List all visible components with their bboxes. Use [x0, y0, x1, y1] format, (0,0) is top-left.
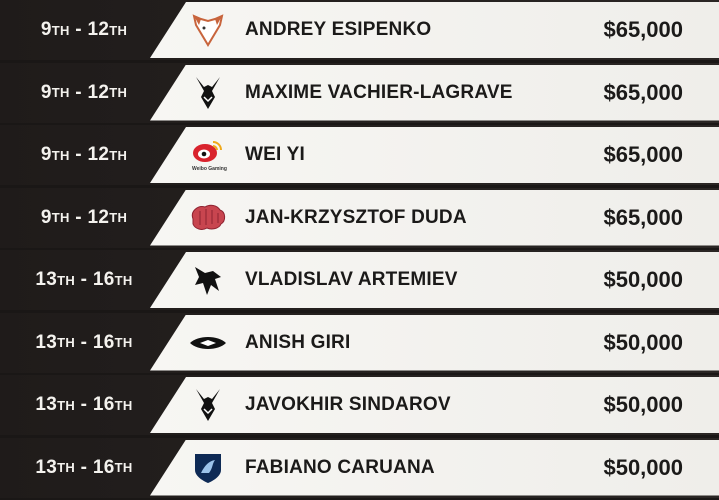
prize-amount: $65,000 — [603, 142, 683, 167]
player-name: MAXIME VACHIER-LAGRAVE — [245, 81, 513, 103]
placement-range: 9 TH - 12 TH — [0, 188, 168, 248]
place-end-suffix: TH — [114, 460, 133, 475]
placement-range: 13 TH - 16 TH — [0, 250, 168, 310]
player-card — [150, 377, 719, 433]
standing-row: 9 TH - 12 TH Weibo Gaming WEI YI $65,000 — [0, 125, 719, 185]
place-separator: - — [75, 394, 93, 415]
place-start-suffix: TH — [57, 335, 76, 350]
place-separator: - — [69, 206, 88, 228]
place-start: 13 — [35, 331, 58, 353]
player-name: ANISH GIRI — [245, 331, 351, 353]
place-end-suffix: TH — [114, 272, 133, 288]
place-start-suffix: TH — [51, 147, 70, 163]
place-end: 16 — [92, 269, 115, 290]
player-card — [150, 127, 719, 183]
place-start: 13 — [35, 394, 58, 415]
standing-row: 13 TH - 16 TH VLADISLAV ARTEMIEV $50,000 — [0, 250, 719, 310]
virtus-pro-bear-icon — [188, 12, 228, 48]
team-liquid-horse-icon — [188, 450, 228, 486]
standing-row: 9 TH - 12 TH JAN-KRZYSZTOF DUDA $65,000 — [0, 187, 719, 248]
standing-row: 13 TH - 16 TH JAVOKHIR SINDAROV $50,000 — [0, 375, 719, 435]
place-start: 9 — [40, 144, 52, 165]
place-start-suffix: TH — [51, 22, 70, 38]
weibo-gaming-icon: Weibo Gaming — [188, 137, 228, 173]
place-start-suffix: TH — [57, 272, 76, 288]
place-start-suffix: TH — [57, 397, 76, 413]
placement-range: 13 TH - 16 TH — [0, 313, 168, 373]
prize-amount: $50,000 — [603, 392, 683, 417]
place-end-suffix: TH — [114, 335, 133, 350]
player-name: WEI YI — [245, 144, 305, 165]
svg-text:Weibo Gaming: Weibo Gaming — [192, 166, 227, 172]
place-start: 9 — [40, 206, 52, 228]
place-start-suffix: TH — [51, 85, 70, 100]
player-card — [150, 64, 719, 121]
place-end: 12 — [87, 206, 110, 228]
brain-icon — [188, 200, 228, 236]
placement-range: 9 TH - 12 TH — [0, 0, 168, 60]
place-end: 16 — [92, 456, 115, 478]
player-name: VLADISLAV ARTEMIEV — [245, 269, 458, 290]
place-end: 16 — [92, 331, 115, 353]
place-separator: - — [75, 456, 93, 478]
place-separator: - — [75, 269, 93, 290]
player-name: JAVOKHIR SINDAROV — [245, 394, 451, 415]
player-card — [150, 439, 719, 496]
place-end-suffix: TH — [109, 22, 128, 38]
team-vitality-bee-icon — [188, 75, 228, 111]
place-end: 12 — [87, 144, 110, 165]
place-end: 16 — [92, 394, 115, 415]
place-separator: - — [69, 144, 88, 165]
team-spirit-dragon-icon — [188, 262, 228, 298]
place-start: 13 — [35, 456, 58, 478]
place-end-suffix: TH — [109, 210, 128, 225]
standing-row: 9 TH - 12 TH MAXIME VACHIER-LAGRAVE $65,00… — [0, 62, 719, 123]
place-start: 13 — [35, 269, 58, 290]
placement-range: 13 TH - 16 TH — [0, 375, 168, 435]
place-separator: - — [69, 81, 88, 103]
place-end-suffix: TH — [109, 85, 128, 100]
standing-row: 13 TH - 16 TH ANISH GIRI $50,000 — [0, 312, 719, 373]
place-end: 12 — [87, 81, 110, 103]
team-vitality-bee-icon — [188, 387, 228, 423]
prize-amount: $50,000 — [603, 329, 683, 355]
prize-amount: $50,000 — [603, 454, 683, 480]
placement-range: 9 TH - 12 TH — [0, 63, 168, 123]
player-name: FABIANO CARUANA — [245, 456, 435, 478]
player-card — [150, 314, 719, 371]
placement-range: 13 TH - 16 TH — [0, 438, 168, 498]
prize-amount: $50,000 — [603, 267, 683, 292]
standing-row: 9 TH - 12 TH ANDREY ESIPENKO $65,000 — [0, 0, 719, 60]
prize-amount: $65,000 — [603, 79, 683, 105]
prize-amount: $65,000 — [603, 17, 683, 42]
place-separator: - — [75, 331, 93, 353]
place-start-suffix: TH — [57, 460, 76, 475]
place-start-suffix: TH — [51, 210, 70, 225]
prize-amount: $65,000 — [603, 204, 683, 230]
player-card — [150, 189, 719, 246]
player-name: ANDREY ESIPENKO — [245, 19, 432, 40]
place-start: 9 — [40, 19, 52, 40]
place-end-suffix: TH — [114, 397, 133, 413]
place-separator: - — [69, 19, 88, 40]
place-end-suffix: TH — [109, 147, 128, 163]
team-secret-icon — [188, 325, 228, 361]
placement-range: 9 TH - 12 TH — [0, 125, 168, 185]
player-card — [150, 2, 719, 58]
place-start: 9 — [40, 81, 52, 103]
standing-row: 13 TH - 16 TH FABIANO CARUANA $50,000 — [0, 437, 719, 498]
player-name: JAN-KRZYSZTOF DUDA — [245, 206, 467, 228]
place-end: 12 — [87, 19, 110, 40]
player-card — [150, 252, 719, 308]
